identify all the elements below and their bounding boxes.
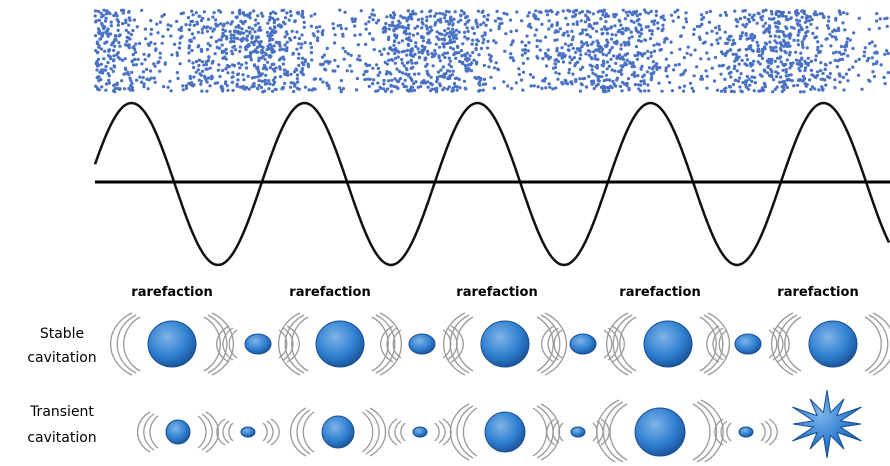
- bubble: [635, 408, 685, 456]
- rarefaction-label: rarefaction: [131, 285, 212, 300]
- cavitation-diagram: rarefaction rarefaction rarefaction rarefac…: [0, 0, 890, 462]
- vibration-arc: [541, 404, 560, 460]
- vibration-arc: [376, 315, 395, 373]
- bubble: [739, 427, 753, 437]
- vibration-arc: [765, 421, 771, 443]
- vibration-arc: [865, 317, 881, 371]
- vibration-arc: [450, 315, 469, 373]
- vibration-arc: [613, 315, 632, 373]
- rarefaction-label: rarefaction: [619, 285, 700, 300]
- vibration-arc: [700, 317, 716, 371]
- vibration-arc: [380, 313, 401, 375]
- vibration-arc: [124, 317, 140, 371]
- vibration-arc: [279, 313, 300, 375]
- vibration-arc: [701, 400, 723, 462]
- vibration-arc: [435, 423, 439, 441]
- bubble: [571, 427, 585, 437]
- vibration-arc: [554, 330, 562, 358]
- row-label: cavitation: [27, 430, 96, 446]
- vibration-arc: [223, 421, 229, 443]
- vibration-arc: [303, 412, 314, 452]
- particle-density: [95, 10, 888, 92]
- vibration-arc: [285, 315, 304, 373]
- vibration-arc: [229, 423, 233, 441]
- bubble: [316, 321, 364, 367]
- bubble: [148, 321, 196, 367]
- bubble: [413, 427, 427, 437]
- vibration-arc: [150, 416, 158, 448]
- vibration-arc: [597, 400, 619, 462]
- wave-line: [95, 103, 889, 265]
- bubble: [481, 321, 529, 367]
- vibration-arc: [603, 402, 623, 462]
- collapse-burst: [792, 390, 861, 458]
- vibration-arc: [769, 419, 777, 445]
- rarefaction-label: rarefaction: [777, 285, 858, 300]
- vibration-arc: [457, 317, 473, 371]
- vibration-arc: [778, 315, 797, 373]
- rarefaction-label: rarefaction: [456, 285, 537, 300]
- vibration-arc: [533, 408, 547, 456]
- vibration-arc: [111, 313, 132, 375]
- bubble: [241, 427, 255, 437]
- vibration-arc: [439, 421, 445, 443]
- vibration-arc: [208, 315, 227, 373]
- bubble: [570, 334, 596, 354]
- vibration-arc: [204, 317, 220, 371]
- rarefaction-label: rarefaction: [289, 285, 370, 300]
- bubble: [322, 416, 354, 448]
- vibration-arc: [547, 419, 555, 445]
- bubbles: [111, 313, 890, 462]
- vibration-arc: [693, 404, 710, 460]
- bubble: [644, 321, 692, 367]
- vibration-arc: [267, 421, 273, 443]
- bubble: [245, 334, 271, 354]
- vibration-arc: [389, 419, 397, 445]
- vibration-arc: [541, 315, 560, 373]
- vibration-arc: [785, 317, 801, 371]
- vibration-arc: [463, 408, 477, 456]
- bubble: [485, 412, 525, 452]
- bubble: [166, 420, 190, 444]
- row-label: Stable: [40, 326, 84, 342]
- vibration-arc: [198, 416, 206, 448]
- vibration-arc: [761, 423, 765, 441]
- rarefaction-labels: rarefaction rarefaction rarefaction rarefac…: [131, 285, 858, 300]
- vibration-arc: [401, 423, 405, 441]
- vibration-arc: [697, 402, 717, 462]
- vibration-arc: [450, 404, 469, 460]
- vibration-arc: [271, 419, 279, 445]
- vibration-arc: [117, 315, 136, 373]
- row-label: cavitation: [27, 350, 96, 366]
- bubble: [735, 334, 761, 354]
- vibration-arc: [202, 414, 212, 450]
- dots: [95, 10, 888, 92]
- vibration-arc: [362, 412, 373, 452]
- vibration-arc: [537, 317, 553, 371]
- bubble: [409, 334, 435, 354]
- row-label: Transient: [29, 404, 94, 420]
- vibration-arc: [263, 423, 267, 441]
- vibration-arc: [727, 423, 731, 441]
- pressure-wave: [95, 103, 889, 265]
- vibration-arc: [395, 421, 401, 443]
- vibration-arc: [444, 313, 465, 375]
- vibration-arc: [620, 317, 636, 371]
- vibration-arc: [610, 404, 627, 460]
- bubble: [809, 321, 857, 367]
- vibration-arc: [869, 315, 888, 373]
- vibration-arc: [144, 414, 154, 450]
